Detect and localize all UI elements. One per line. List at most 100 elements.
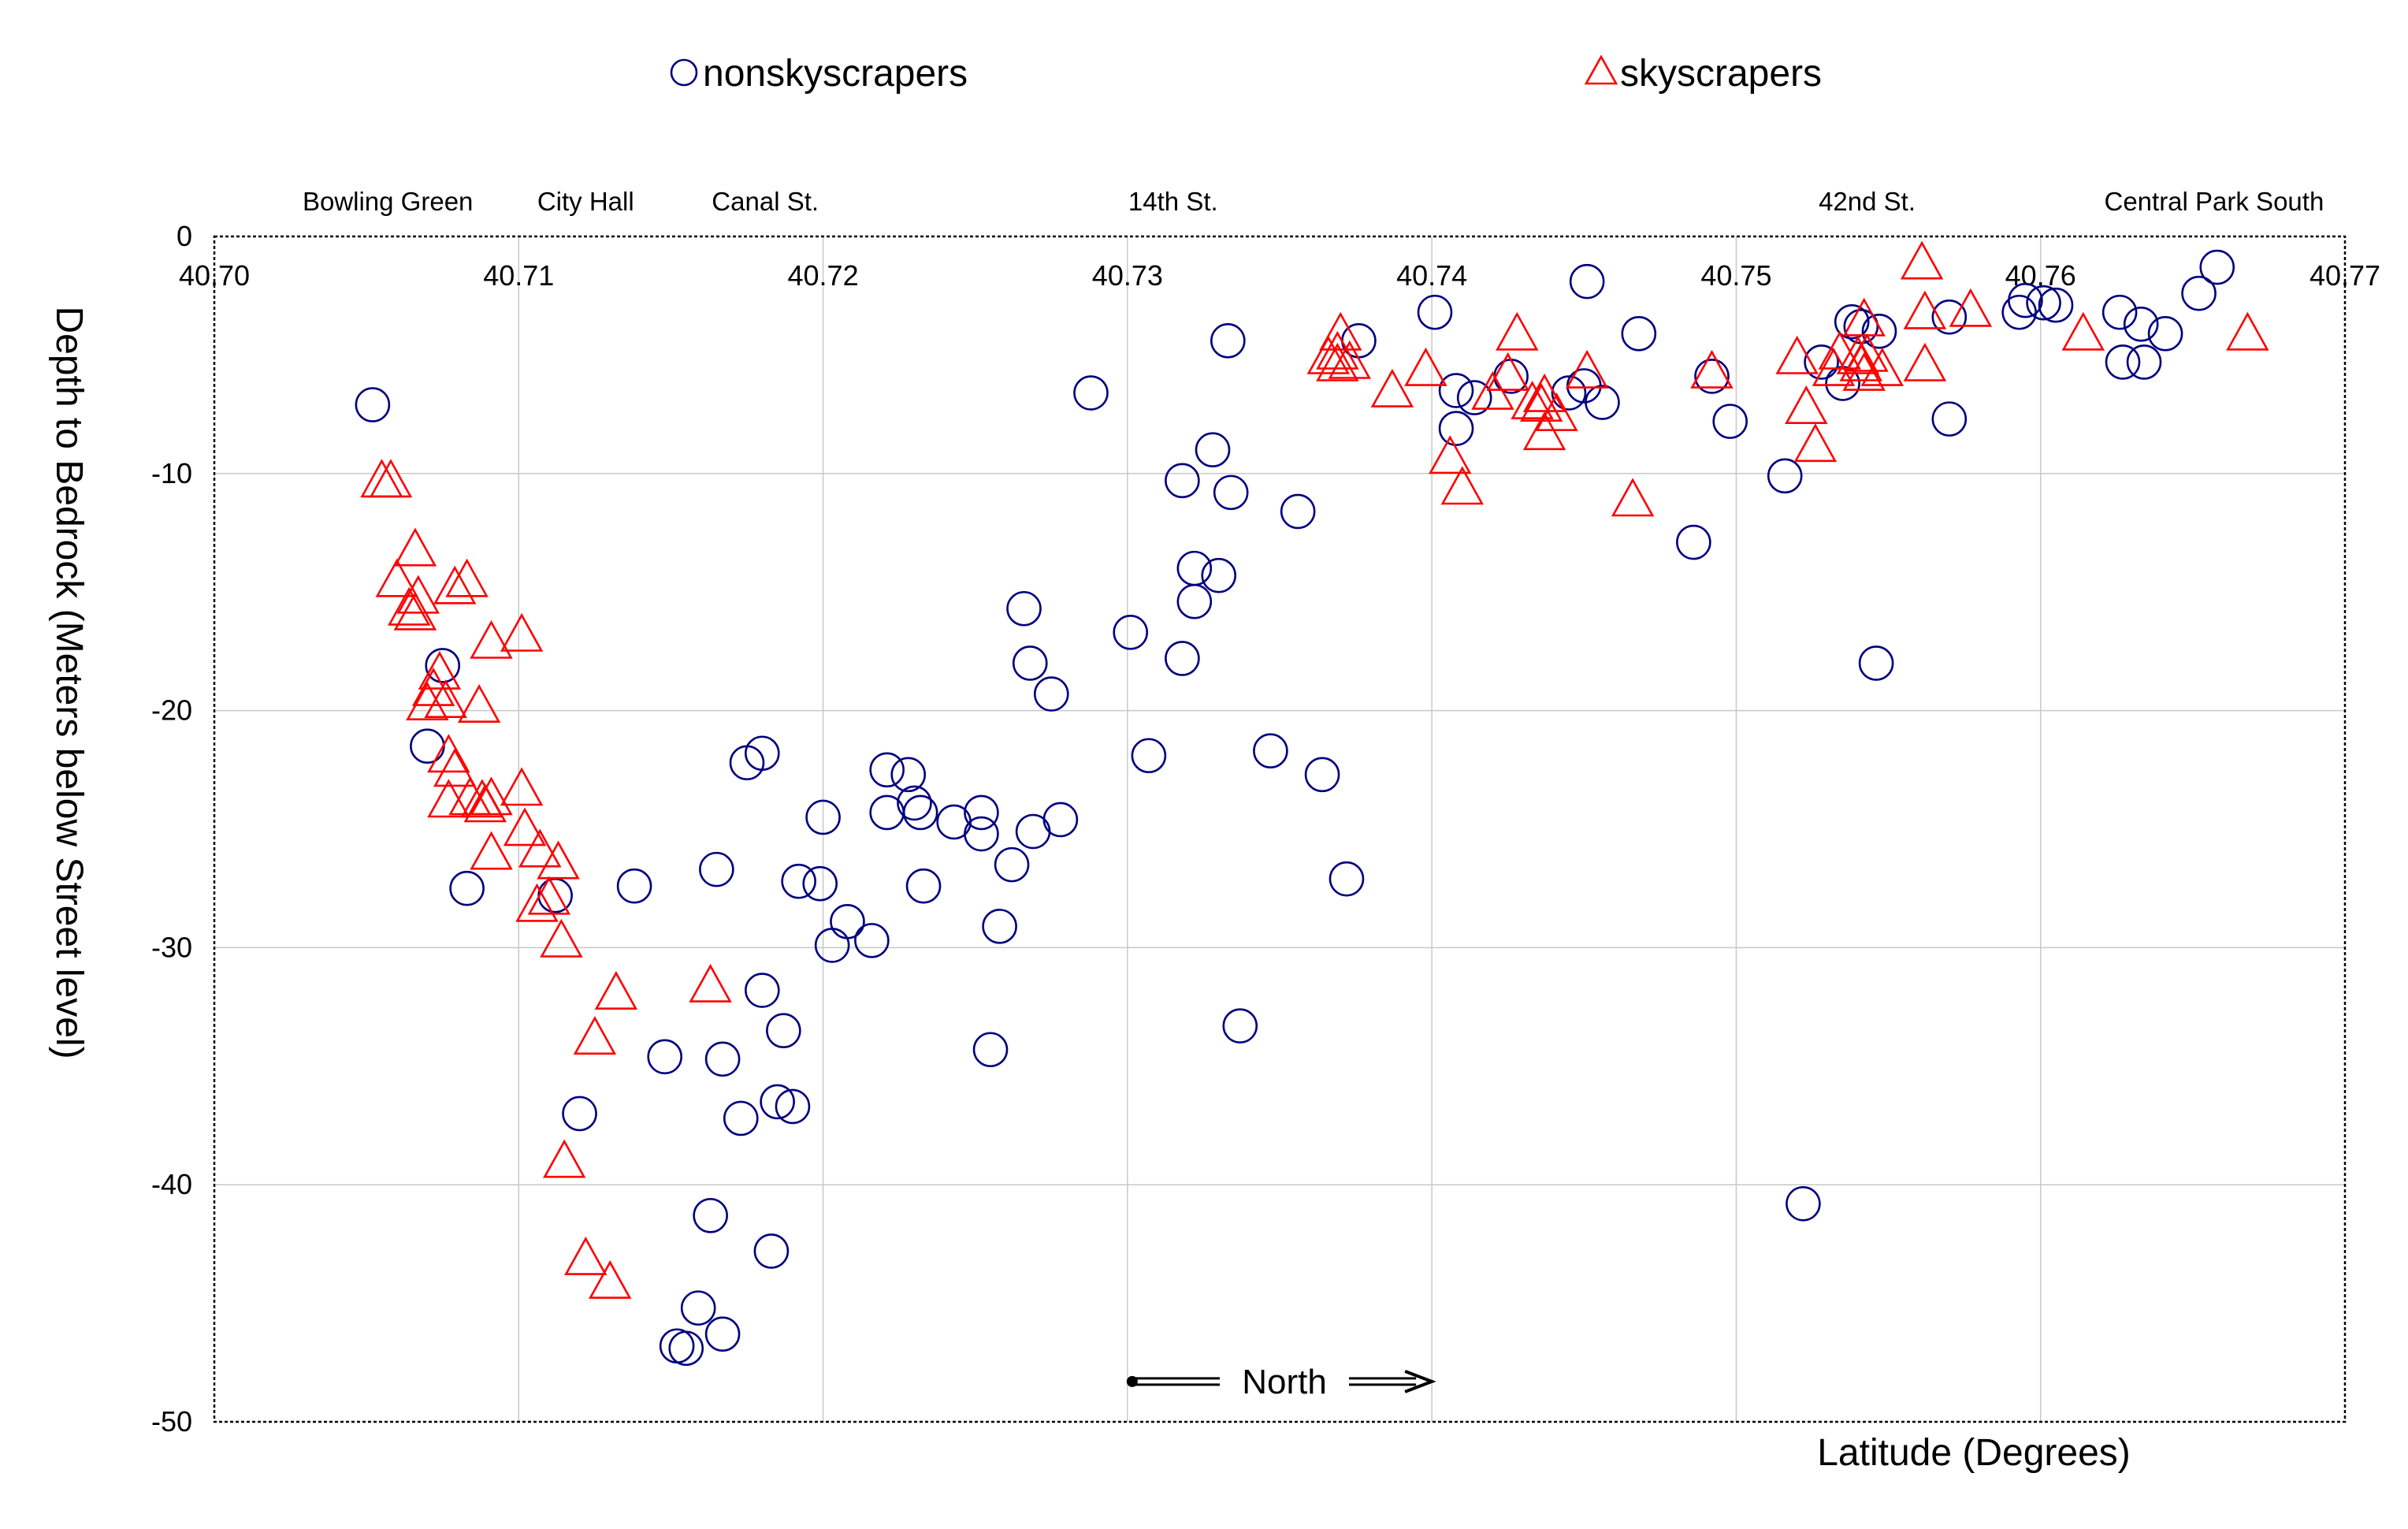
nonskyscraper-point xyxy=(982,909,1017,944)
skyscraper-point xyxy=(518,828,562,868)
x-tick-label: 40.75 xyxy=(1700,259,1771,292)
nonskyscraper-point xyxy=(897,785,932,821)
nonskyscraper-point xyxy=(1676,524,1711,560)
legend-label: skyscrapers xyxy=(1620,53,1822,95)
nonskyscraper-point xyxy=(2105,344,2141,380)
skyscraper-point xyxy=(573,1016,617,1055)
skyscraper-point xyxy=(1900,240,1944,280)
skyscraper-point xyxy=(387,586,431,626)
skyscraper-point xyxy=(470,776,513,816)
x-tick-label: 40.71 xyxy=(483,259,554,292)
skyscraper-point xyxy=(1519,383,1563,422)
nonskyscraper-point xyxy=(2101,294,2138,330)
skyscraper-point xyxy=(503,807,547,846)
x-tick-label: 40.73 xyxy=(1092,259,1163,292)
skyscraper-point xyxy=(406,682,449,721)
skyscraper-point xyxy=(594,971,638,1010)
skyscraper-point xyxy=(369,459,413,498)
skyscraper-point xyxy=(1842,297,1886,337)
y-tick-label: -30 xyxy=(151,931,192,963)
skyscraper-point xyxy=(500,767,544,806)
nonskyscraper-point xyxy=(1328,861,1365,897)
nonskyscraper-point xyxy=(1456,380,1492,415)
skyscraper-point xyxy=(470,831,513,870)
y-tick-label: -40 xyxy=(151,1168,192,1200)
nonskyscraper-point xyxy=(1694,359,1730,394)
skyscraper-point xyxy=(1565,349,1609,389)
nonskyscraper-point xyxy=(905,868,942,904)
nonskyscraper-point xyxy=(1712,404,1748,439)
nonskyscraper-point xyxy=(1165,641,1200,676)
skyscraper-point xyxy=(1511,381,1554,420)
north-label: North xyxy=(1242,1363,1327,1401)
nonskyscraper-point xyxy=(1438,373,1474,408)
data-points xyxy=(355,240,2269,1367)
skyscraper-point xyxy=(2061,311,2105,351)
nonskyscraper-point xyxy=(869,752,905,788)
skyscraper-point xyxy=(1903,342,1947,381)
legend: nonskyscrapers skyscrapers xyxy=(670,53,1822,95)
nonskyscraper-point xyxy=(745,973,780,1008)
nonskyscraper-point xyxy=(2123,306,2159,342)
skyscraper-point xyxy=(445,558,489,597)
nonskyscraper-point xyxy=(760,1084,795,1120)
nonskyscraper-point xyxy=(355,387,391,422)
skyscraper-point xyxy=(1522,373,1566,412)
legend-circle-marker xyxy=(670,58,698,87)
legend-label: nonskyscrapers xyxy=(703,53,968,95)
nonskyscraper-point xyxy=(781,863,816,899)
skyscraper-point xyxy=(1842,352,1886,391)
skyscraper-point xyxy=(1785,385,1828,425)
y-axis-title: Depth to Bedrock (Meters below Street le… xyxy=(48,306,90,1058)
nonskyscraper-point xyxy=(704,1041,741,1077)
x-tick-label: 40.77 xyxy=(2310,259,2380,292)
x-tick-label: 40.72 xyxy=(788,259,859,292)
skyscraper-point xyxy=(527,876,571,915)
skyscraper-point xyxy=(537,840,580,880)
skyscraper-point xyxy=(1611,478,1655,517)
landmark-label: Canal St. xyxy=(712,187,819,216)
north-arrow: North xyxy=(1126,1363,1436,1401)
nonskyscraper-point xyxy=(964,794,999,831)
skyscraper-point xyxy=(457,684,501,724)
nonskyscraper-point xyxy=(1804,344,1839,380)
landmark-labels: Bowling Green City Hall Canal St. 14th St. 4… xyxy=(303,187,2324,216)
skyscraper-point xyxy=(1903,290,1947,329)
nonskyscraper-point xyxy=(1113,615,1149,650)
skyscraper-point xyxy=(1496,311,1539,351)
nonskyscraper-point xyxy=(805,799,841,835)
nonskyscraper-point xyxy=(1012,645,1048,681)
nonskyscraper-point xyxy=(1131,738,1167,774)
skyscraper-point xyxy=(500,612,544,652)
y-tick-label: 0 xyxy=(177,220,192,252)
skyscraper-point xyxy=(1836,335,1880,374)
nonskyscraper-point xyxy=(2199,249,2235,285)
skyscraper-point xyxy=(1522,411,1566,451)
nonskyscraper-point xyxy=(1786,1185,1821,1222)
nonskyscraper-point xyxy=(2008,282,2043,318)
nonskyscraper-point xyxy=(668,1330,704,1367)
skyscraper-point xyxy=(470,619,513,659)
nonskyscraper-point xyxy=(1569,263,1605,299)
nonskyscraper-point xyxy=(775,1088,811,1125)
skyscraper-point xyxy=(463,783,507,823)
nonskyscraper-point xyxy=(766,1013,801,1048)
x-axis-title: Latitude (Degrees) xyxy=(1817,1432,2131,1474)
skyscraper-point xyxy=(564,1236,608,1275)
nonskyscraper-point xyxy=(994,846,1030,883)
skyscraper-point xyxy=(689,963,732,1003)
landmark-label: Bowling Green xyxy=(303,187,473,216)
landmark-label: City Hall xyxy=(537,187,634,216)
nonskyscraper-point xyxy=(1304,757,1340,793)
nonskyscraper-point xyxy=(723,1100,759,1137)
nonskyscraper-point xyxy=(1585,385,1620,420)
nonskyscraper-point xyxy=(1195,432,1231,468)
skyscraper-point xyxy=(418,650,462,690)
nonskyscraper-point xyxy=(1042,802,1079,838)
nonskyscraper-point xyxy=(616,868,652,904)
nonskyscraper-point xyxy=(1253,733,1288,769)
y-tick-label: -20 xyxy=(151,694,192,727)
skyscraper-point xyxy=(424,679,467,719)
nonskyscraper-point xyxy=(2126,344,2162,380)
